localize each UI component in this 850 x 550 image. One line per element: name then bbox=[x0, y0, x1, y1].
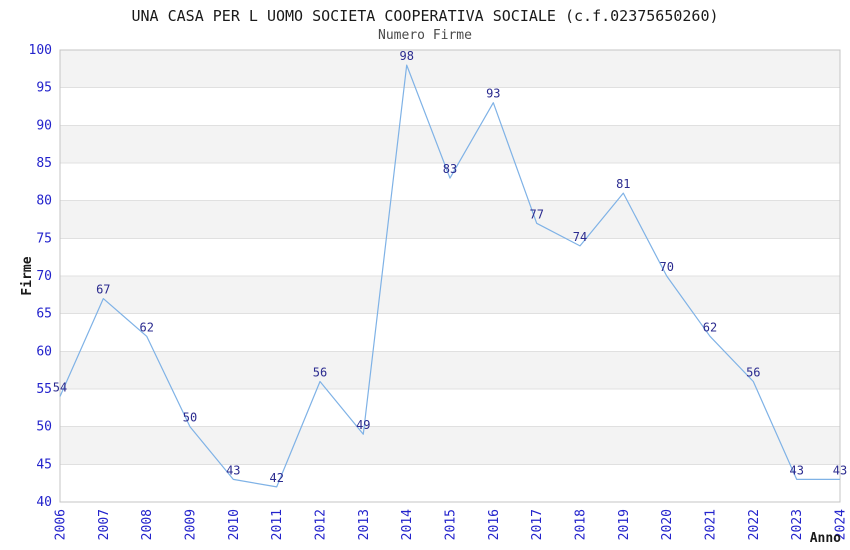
x-tick-label: 2015 bbox=[444, 509, 459, 540]
line-series bbox=[59, 64, 840, 488]
data-point-label: 42 bbox=[269, 471, 283, 485]
chart-subtitle: Numero Firme bbox=[378, 28, 472, 43]
x-tick-label: 2014 bbox=[400, 509, 415, 540]
x-tick-label: 2019 bbox=[617, 509, 632, 540]
x-tick-label: 2013 bbox=[357, 509, 372, 540]
plot-band bbox=[60, 50, 840, 88]
y-tick-label: 100 bbox=[29, 43, 52, 58]
y-tick-label: 75 bbox=[36, 231, 52, 246]
data-point-label: 43 bbox=[226, 463, 240, 477]
data-point-label: 56 bbox=[746, 366, 760, 380]
x-tick-label: 2024 bbox=[834, 509, 849, 540]
data-point-label: 77 bbox=[529, 207, 543, 221]
y-tick-label: 70 bbox=[36, 269, 52, 284]
y-tick-label: 40 bbox=[36, 495, 52, 510]
x-tick-label: 2023 bbox=[790, 509, 805, 540]
x-tick-label: 2022 bbox=[747, 509, 762, 540]
y-tick-label: 60 bbox=[36, 344, 52, 359]
x-tick-label: 2012 bbox=[314, 509, 329, 540]
data-point-label: 62 bbox=[703, 320, 717, 334]
data-point-label: 67 bbox=[96, 283, 110, 297]
x-tick-label: 2011 bbox=[270, 509, 285, 540]
data-point-label: 74 bbox=[573, 230, 587, 244]
plot-band bbox=[60, 351, 840, 389]
x-tick-label: 2018 bbox=[574, 509, 589, 540]
plot-band bbox=[60, 276, 840, 314]
data-point-label: 93 bbox=[486, 87, 500, 101]
y-tick-label: 80 bbox=[36, 194, 52, 209]
y-tick-label: 50 bbox=[36, 420, 52, 435]
plot-band bbox=[60, 125, 840, 163]
y-tick-label: 85 bbox=[36, 156, 52, 171]
data-point-label: 50 bbox=[183, 411, 197, 425]
data-point-label: 83 bbox=[443, 162, 457, 176]
data-point-label: 43 bbox=[789, 463, 803, 477]
chart-title: UNA CASA PER L UOMO SOCIETA COOPERATIVA … bbox=[131, 7, 719, 25]
data-point-label: 81 bbox=[616, 177, 630, 191]
y-tick-label: 90 bbox=[36, 118, 52, 133]
x-tick-label: 2016 bbox=[487, 509, 502, 540]
x-axis-title: Anno bbox=[810, 531, 841, 546]
plot-band bbox=[60, 200, 840, 239]
data-point-label: 54 bbox=[53, 381, 67, 395]
y-tick-label: 55 bbox=[36, 382, 52, 397]
data-point-label: 49 bbox=[356, 418, 370, 432]
x-tick-label: 2007 bbox=[97, 509, 112, 540]
y-tick-label: 45 bbox=[36, 457, 52, 472]
x-tick-label: 2021 bbox=[704, 509, 719, 540]
y-axis-title: Firme bbox=[20, 256, 35, 295]
x-tick-label: 2006 bbox=[54, 509, 69, 540]
data-point-label: 98 bbox=[399, 49, 413, 63]
plot-band bbox=[60, 426, 840, 465]
x-tick-label: 2017 bbox=[530, 509, 545, 540]
x-tick-label: 2009 bbox=[184, 509, 199, 540]
x-tick-label: 2020 bbox=[660, 509, 675, 540]
y-tick-label: 65 bbox=[36, 307, 52, 322]
x-tick-label: 2010 bbox=[227, 509, 242, 540]
data-point-label: 62 bbox=[139, 320, 153, 334]
x-tick-label: 2008 bbox=[140, 509, 155, 540]
y-tick-label: 95 bbox=[36, 81, 52, 96]
data-point-label: 43 bbox=[833, 463, 847, 477]
data-point-label: 70 bbox=[659, 260, 673, 274]
data-point-label: 56 bbox=[313, 366, 327, 380]
plot-frame bbox=[59, 49, 841, 503]
